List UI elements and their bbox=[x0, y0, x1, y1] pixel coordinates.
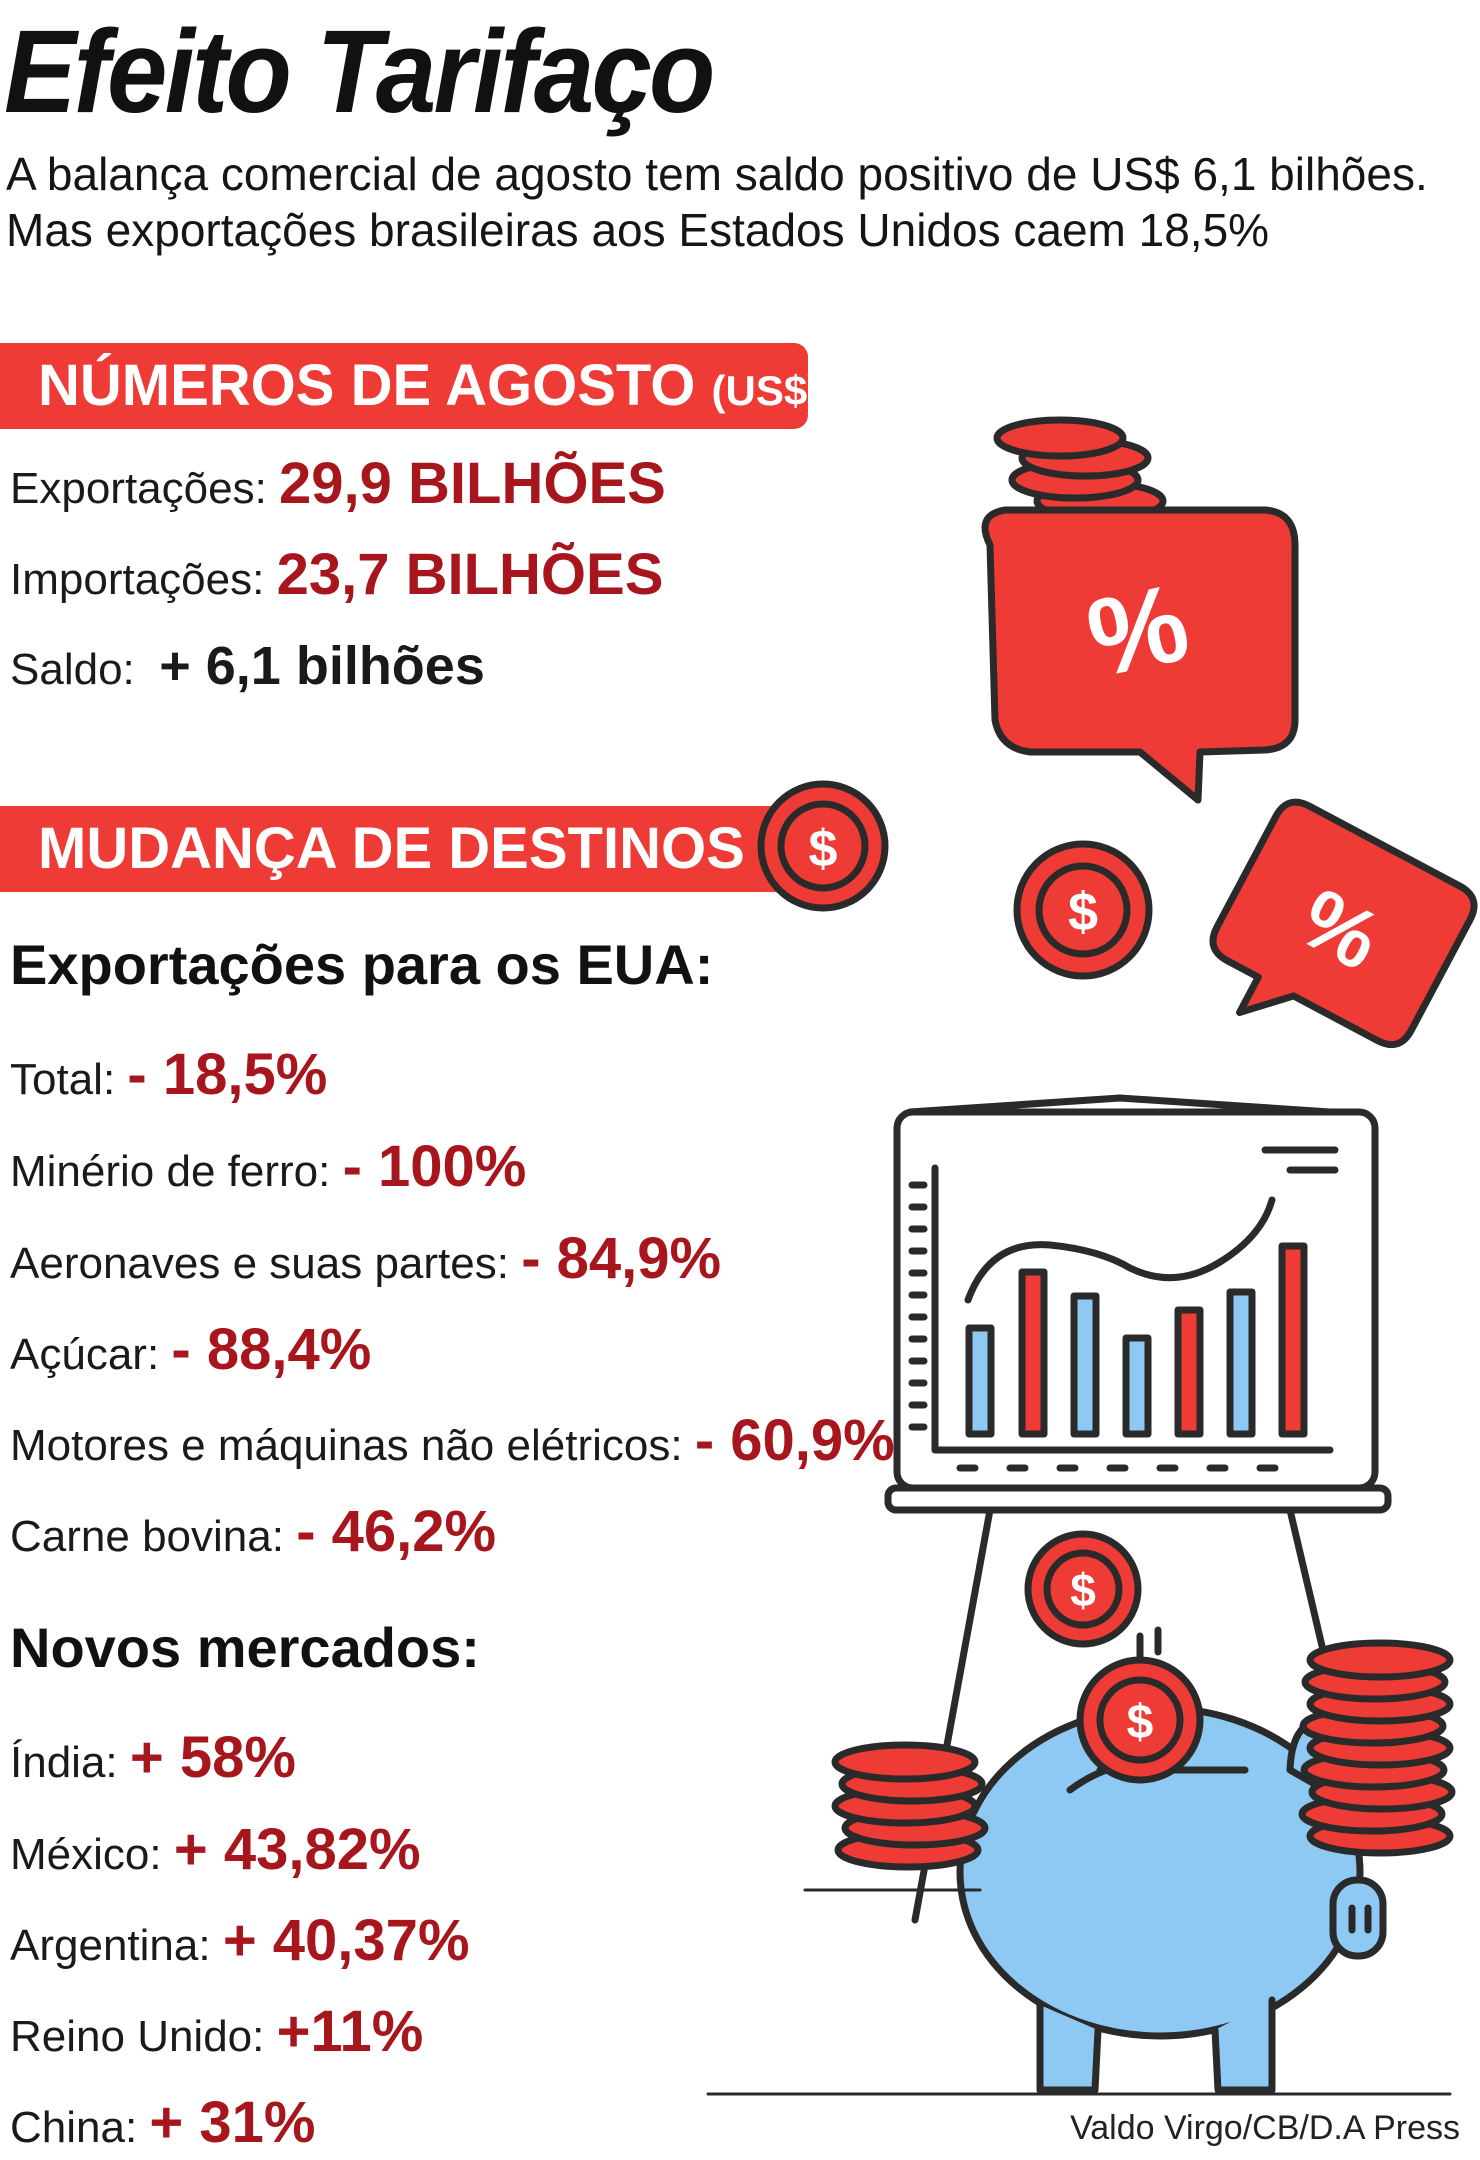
item-label: Aeronaves e suas partes: bbox=[10, 1239, 509, 1288]
list-item: Motores e máquinas não elétricos: - 60,9… bbox=[10, 1411, 895, 1476]
stat-value: 29,9 BILHÕES bbox=[279, 451, 666, 516]
item-label: Motores e máquinas não elétricos: bbox=[10, 1421, 683, 1470]
list-item: Aeronaves e suas partes: - 84,9% bbox=[10, 1229, 721, 1294]
list-item: Reino Unido: +11% bbox=[10, 2002, 423, 2067]
svg-text:$: $ bbox=[1068, 882, 1098, 942]
percent-bubble-icon: % bbox=[981, 506, 1299, 804]
item-value: +11% bbox=[276, 1999, 424, 2064]
item-value: - 18,5% bbox=[127, 1042, 328, 1107]
stat-value: + 6,1 bilhões bbox=[159, 636, 485, 696]
item-value: - 100% bbox=[342, 1134, 527, 1199]
item-label: China: bbox=[10, 2103, 138, 2152]
subtitle-line-2: Mas exportações brasileiras aos Estados … bbox=[6, 204, 1270, 256]
list-item: China: + 31% bbox=[10, 2093, 316, 2158]
item-value: + 31% bbox=[149, 2090, 316, 2155]
item-value: - 46,2% bbox=[296, 1499, 497, 1564]
item-value: + 58% bbox=[129, 1725, 296, 1790]
coin-icon: $ bbox=[757, 780, 889, 912]
subtitle-line-1: A balança comercial de agosto tem saldo … bbox=[6, 148, 1428, 200]
item-label: Minério de ferro: bbox=[10, 1147, 331, 1196]
section-heading-unit: (US$) bbox=[711, 367, 822, 414]
item-value: - 60,9% bbox=[694, 1408, 895, 1473]
usa-exports-heading: Exportações para os EUA: bbox=[10, 933, 714, 996]
credit: Valdo Virgo/CB/D.A Press bbox=[1070, 2109, 1460, 2147]
stat-row-imports: Importações: 23,7 BILHÕES bbox=[10, 545, 663, 610]
list-item: Total: - 18,5% bbox=[10, 1045, 327, 1110]
stat-value: 23,7 BILHÕES bbox=[276, 542, 664, 607]
section-heading: MUDANÇA DE DESTINOS bbox=[38, 816, 745, 881]
coin-stack-icon bbox=[1298, 1639, 1456, 1857]
section-banner-destinations: MUDANÇA DE DESTINOS bbox=[0, 806, 800, 892]
list-item: Açúcar: - 88,4% bbox=[10, 1320, 371, 1385]
item-label: Reino Unido: bbox=[10, 2012, 265, 2061]
coin-icon: $ bbox=[1024, 1530, 1142, 1648]
item-value: - 84,9% bbox=[521, 1226, 722, 1291]
stat-row-exports: Exportações: 29,9 BILHÕES bbox=[10, 454, 666, 519]
item-value: + 43,82% bbox=[173, 1817, 421, 1882]
svg-text:$: $ bbox=[809, 820, 838, 878]
list-item: Índia: + 58% bbox=[10, 1728, 296, 1793]
item-label: México: bbox=[10, 1830, 162, 1879]
page-title: Efeito Tarifaço bbox=[4, 6, 715, 138]
chart-board-icon bbox=[884, 1094, 1392, 1924]
item-label: Argentina: bbox=[10, 1921, 211, 1970]
stat-label: Saldo: bbox=[10, 645, 135, 694]
item-label: Carne bovina: bbox=[10, 1512, 284, 1561]
item-label: Açúcar: bbox=[10, 1330, 160, 1379]
new-markets-heading: Novos mercados: bbox=[10, 1616, 480, 1679]
coin-icon: $ bbox=[1013, 840, 1153, 980]
section-heading: NÚMEROS DE AGOSTO bbox=[38, 353, 696, 418]
svg-text:$: $ bbox=[1070, 1564, 1096, 1616]
section-banner-numbers: NÚMEROS DE AGOSTO (US$) bbox=[0, 343, 821, 429]
svg-text:$: $ bbox=[1127, 1696, 1154, 1749]
list-item: México: + 43,82% bbox=[10, 1820, 421, 1885]
item-label: Total: bbox=[10, 1055, 116, 1104]
stat-label: Exportações: bbox=[10, 464, 267, 513]
list-item: Carne bovina: - 46,2% bbox=[10, 1502, 496, 1567]
coin-stack-icon bbox=[831, 1741, 989, 1871]
stat-label: Importações: bbox=[10, 555, 265, 604]
percent-bubble-icon: % bbox=[1209, 798, 1478, 1049]
list-item: Argentina: + 40,37% bbox=[10, 1911, 470, 1976]
list-item: Minério de ferro: - 100% bbox=[10, 1137, 526, 1202]
item-value: + 40,37% bbox=[222, 1908, 470, 1973]
stat-row-balance: Saldo: + 6,1 bilhões bbox=[10, 636, 485, 700]
item-value: - 88,4% bbox=[171, 1317, 372, 1382]
item-label: Índia: bbox=[10, 1738, 118, 1787]
